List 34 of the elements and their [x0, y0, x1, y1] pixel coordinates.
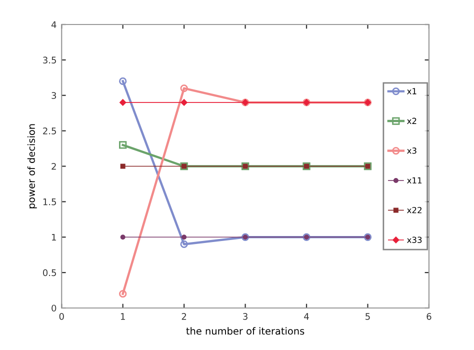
- y-tick-label: 3.5: [43, 56, 56, 64]
- y-tick-label: 1: [52, 234, 56, 241]
- x-tick-label: 2: [182, 313, 186, 320]
- point: [180, 84, 188, 92]
- point: [119, 141, 127, 149]
- y-tick-label: 2: [52, 162, 56, 170]
- point: [120, 99, 126, 106]
- legend-label: x2: [407, 118, 416, 124]
- legend-label: x22: [407, 206, 422, 214]
- legend-label: x11: [407, 177, 422, 184]
- point: [119, 290, 127, 298]
- point: [120, 234, 126, 240]
- y-tick-label: 4: [51, 21, 56, 28]
- legend-label: x3: [407, 148, 416, 154]
- point: [119, 77, 127, 86]
- point: [180, 240, 188, 248]
- point: [120, 164, 126, 169]
- point: [180, 99, 188, 106]
- x-axis-title: the number of iterations: [186, 327, 304, 335]
- x-tick-label: 0: [59, 313, 64, 320]
- legend-label: x1: [407, 88, 416, 94]
- x-tick-label: 6: [426, 313, 432, 320]
- y-axis-title: power of decision: [27, 124, 37, 208]
- y-tick-label: 0.5: [42, 269, 56, 276]
- x-tick-label: 3: [243, 313, 248, 320]
- x-tick-label: 4: [304, 313, 309, 320]
- x-tick-label: 1: [120, 313, 125, 320]
- point: [182, 234, 187, 240]
- legend-label: x33: [407, 236, 422, 243]
- x-tick-label: 5: [366, 313, 370, 320]
- y-tick-label: 1.5: [43, 198, 56, 206]
- y-tick-label: 0: [52, 304, 56, 312]
- y-tick-label: 3: [52, 92, 56, 99]
- y-tick-label: 2.5: [43, 128, 56, 134]
